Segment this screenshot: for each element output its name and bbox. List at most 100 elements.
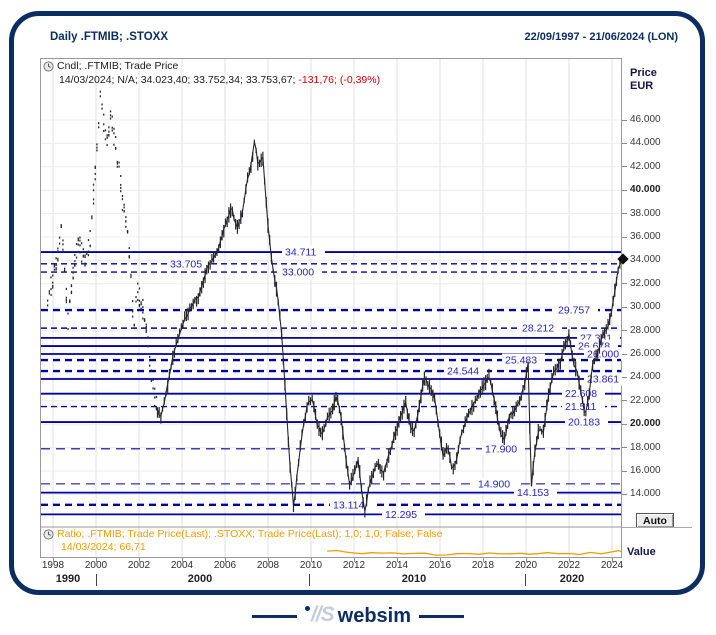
price-tick-label: 24.000 [630,371,661,383]
level-label-bg [502,353,545,367]
year-tick [268,558,269,562]
price-tick-label: 38.000 [630,207,661,219]
price-tick [622,493,627,495]
series-legend-values: 14/03/2024; N/A; 34.023,40; 33.752,34; 3… [59,74,380,86]
level-label[interactable]: 20.183 [568,417,600,429]
price-tick-label: 14.000 [630,488,661,500]
year-label: 2024 [600,560,624,571]
year-tick [53,558,54,562]
year-label: 2012 [342,560,366,571]
price-axis-title: Price EUR [630,67,657,93]
price-tick [622,119,627,121]
footer-dash-right [419,614,465,618]
legend-change-values: -131,76; (-0,39%) [298,74,381,86]
level-label-bg [565,415,608,429]
level-label[interactable]: 28.212 [522,323,554,335]
clock-icon [43,61,54,72]
ratio-legend-line2: 14/03/2024; 66,71 [61,541,146,553]
price-tick-label: 32.000 [630,277,661,289]
level-label[interactable]: 34.711 [285,247,316,259]
legend-ohlc-values: 14/03/2024; N/A; 34.023,40; 33.752,34; 3… [59,74,299,86]
level-label[interactable]: 13.114 [333,499,364,511]
price-tick [622,423,627,425]
level-label[interactable]: 17.900 [485,443,517,455]
price-tick [622,236,627,238]
price-tick-label: 46.000 [630,114,661,125]
level-label-bg [482,442,525,456]
price-tick [622,447,627,449]
level-label-bg [555,303,598,317]
price-tick [622,353,627,355]
auto-scale-button[interactable]: Auto [636,513,674,528]
year-tick [225,558,226,562]
decade-separator [96,574,97,586]
price-tick-label: 36.000 [630,231,661,242]
level-label-bg [382,507,425,521]
level-label[interactable]: 26.000 [587,349,619,361]
price-tick-label: 44.000 [630,137,661,149]
price-series [47,90,621,518]
price-tick-label: 22.000 [630,394,661,406]
year-label: 2006 [213,560,237,571]
ratio-pane-legend[interactable]: Ratio; .FTMIB; Trade Price(Last); .STOXX… [41,528,621,557]
chart-window-frame [9,11,705,595]
year-label: 2020 [514,560,538,571]
decade-label: 2010 [401,573,427,585]
year-label: 2002 [127,560,151,571]
level-label[interactable]: 24.544 [447,366,479,378]
price-tick [622,213,627,215]
level-label-bg [475,477,518,491]
year-tick [96,558,97,562]
level-label[interactable]: 29.757 [558,305,590,317]
level-label-bg [279,265,322,279]
level-label[interactable]: 21.511 [565,401,596,413]
year-tick [139,558,140,562]
year-label: 2016 [428,560,452,571]
level-label[interactable]: 33.705 [170,258,202,270]
level-label[interactable]: 23.861 [587,374,619,386]
level-label-bg [167,257,210,271]
decade-label: 2000 [187,573,213,585]
price-tick-label: 20.000 [630,418,661,430]
decade-separator [525,574,526,586]
level-label-bg [562,387,605,401]
level-label[interactable]: 33.000 [282,267,314,279]
price-tick-label: 40.000 [630,184,661,196]
year-tick [397,558,398,562]
price-chart-canvas[interactable]: 34.71133.70533.00029.75728.21227.38126.6… [40,58,622,558]
year-label: 2010 [299,560,323,571]
footer: //S websim [0,600,716,632]
price-tick [622,470,627,472]
year-tick [354,558,355,562]
websim-logo: //S websim [304,604,411,628]
price-tick-label: 30.000 [630,301,661,313]
price-tick-label: 16.000 [630,465,661,476]
price-tick [622,142,627,144]
level-label-bg [584,347,622,361]
ratio-pane-border [40,526,622,558]
price-tick [622,330,627,332]
level-label[interactable]: 14.900 [478,478,510,490]
price-tick [622,400,627,402]
level-label-bg [330,498,373,512]
decade-label: 1990 [55,573,81,585]
ratio-series [327,549,621,556]
price-tick-label: 26.000 [630,348,661,359]
ratio-axis-title: Value [627,546,656,558]
price-tick [622,283,627,285]
price-axis-title-price: Price [630,67,657,79]
price-tick-label: 42.000 [630,160,661,172]
ratio-legend-line1: Ratio; .FTMIB; Trade Price(Last); .STOXX… [57,528,443,540]
price-tick [622,166,627,168]
series-legend-line1[interactable]: Cndl; .FTMIB; Trade Price [57,60,179,72]
year-tick [311,558,312,562]
level-label[interactable]: 14.153 [517,487,549,499]
level-label-bg [282,245,325,259]
price-tick-label: 18.000 [630,441,661,453]
year-tick [182,558,183,562]
level-label[interactable]: 12.295 [385,509,417,521]
date-range-label: 22/09/1997 - 21/06/2024 (LON) [524,31,678,43]
level-label[interactable]: 25.483 [505,355,537,367]
level-label-bg [444,364,487,378]
